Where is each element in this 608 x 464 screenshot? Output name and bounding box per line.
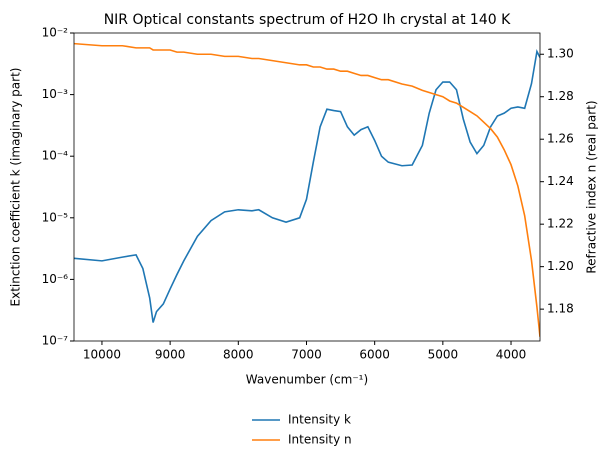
plot-area — [74, 42, 540, 337]
y2-tick-label: 1.24 — [547, 174, 574, 188]
x-tick-label: 9000 — [155, 348, 186, 362]
y-tick-label: 10⁻⁴ — [42, 149, 69, 163]
line-series — [74, 42, 540, 337]
line-series — [74, 49, 540, 323]
y-tick-label: 10⁻² — [42, 26, 69, 40]
y2-tick-label: 1.30 — [547, 47, 574, 61]
y2-tick-label: 1.22 — [547, 217, 574, 231]
y2-axis-label: Refractive index n (real part) — [585, 100, 599, 273]
x-tick-label: 8000 — [223, 348, 254, 362]
x-tick-label: 4000 — [496, 348, 527, 362]
x-tick-label: 10000 — [83, 348, 121, 362]
chart-title: NIR Optical constants spectrum of H2O Ih… — [104, 12, 511, 28]
x-tick-label: 5000 — [428, 348, 459, 362]
x-tick-label: 7000 — [291, 348, 322, 362]
plot-frame — [73, 32, 541, 342]
y-tick-label: 10⁻⁶ — [42, 272, 69, 286]
y-tick-label: 10⁻³ — [42, 87, 69, 101]
y2-tick-label: 1.26 — [547, 132, 574, 146]
legend-label: Intensity k — [288, 413, 351, 427]
legend-label: Intensity n — [288, 433, 352, 447]
y2-tick-label: 1.28 — [547, 89, 574, 103]
y2-tick-label: 1.20 — [547, 259, 574, 273]
x-tick-label: 6000 — [359, 348, 390, 362]
y-tick-label: 10⁻⁵ — [42, 210, 69, 224]
y2-tick-label: 1.18 — [547, 302, 574, 316]
x-axis-label: Wavenumber (cm⁻¹) — [246, 373, 368, 387]
y-tick-label: 10⁻⁷ — [42, 334, 69, 348]
y-axis-label: Extinction coefficient k (imaginary part… — [9, 68, 23, 307]
